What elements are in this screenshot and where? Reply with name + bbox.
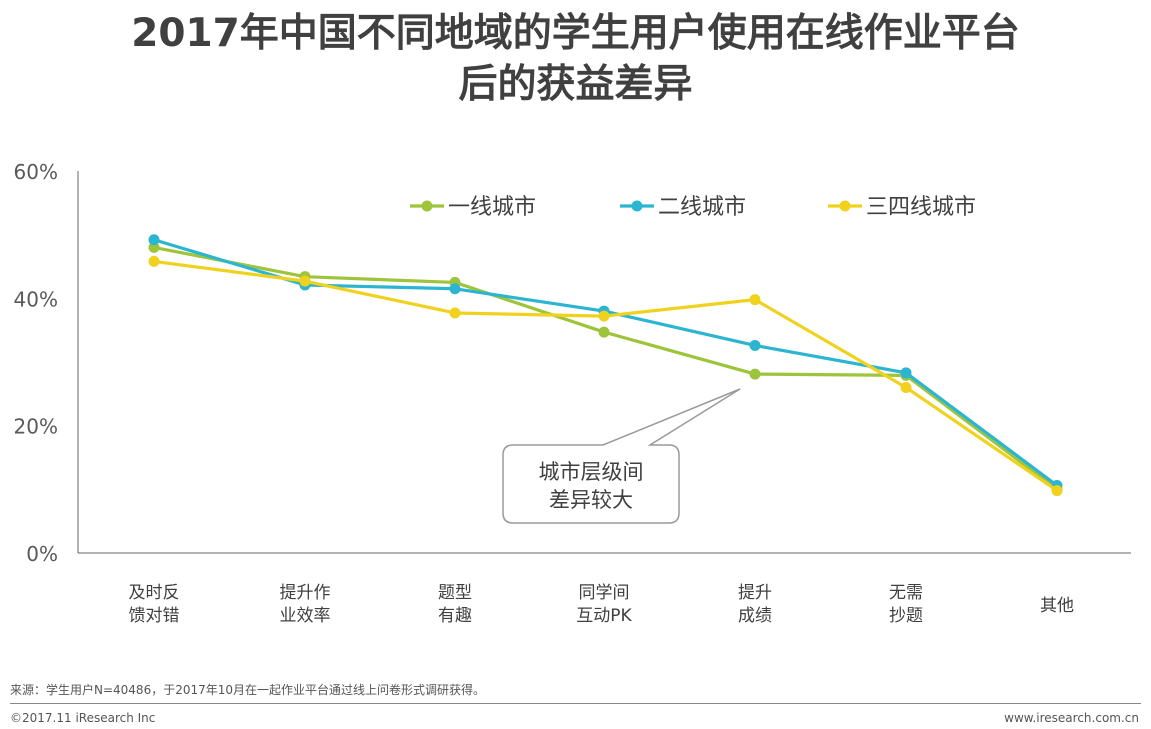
chart-title-line-2: 后的获益差异 [458, 62, 693, 107]
data-point [749, 339, 761, 351]
x-tick-label: 同学间 [579, 583, 630, 603]
x-tick-label: 有趣 [438, 606, 472, 626]
data-point [1051, 485, 1063, 497]
data-point [148, 255, 160, 267]
footer-divider [10, 703, 1141, 704]
data-point [148, 241, 160, 253]
data-point [749, 368, 761, 380]
legend-marker [421, 200, 433, 212]
x-tick-label: 及时反 [129, 583, 180, 603]
x-tick-label: 其他 [1040, 596, 1074, 616]
legend-marker [839, 200, 851, 212]
x-tick-label: 互动PK [576, 606, 632, 626]
y-tick-label: 60% [14, 160, 58, 184]
y-tick-label: 0% [26, 542, 58, 566]
legend-label: 一线城市 [448, 195, 536, 220]
chart-title: 2017年中国不同地域的学生用户使用在线作业平台 后的获益差异 [0, 8, 1151, 110]
x-tick-label: 成绩 [738, 606, 772, 626]
data-point [749, 294, 761, 306]
chart-title-line-1: 2017年中国不同地域的学生用户使用在线作业平台 [131, 11, 1020, 56]
x-tick-label: 提升作 [280, 583, 331, 603]
x-tick-label: 馈对错 [129, 606, 180, 626]
legend-label: 二线城市 [658, 195, 746, 220]
data-point [449, 283, 461, 295]
legend-marker [631, 200, 643, 212]
data-point [299, 275, 311, 287]
x-tick-label: 题型 [438, 583, 472, 603]
x-tick-label: 提升 [738, 583, 772, 603]
data-point [449, 307, 461, 319]
annotation-text: 差异较大 [549, 488, 633, 512]
y-tick-label: 40% [14, 287, 58, 311]
annotation-callout [502, 388, 741, 524]
x-tick-label: 业效率 [280, 606, 331, 626]
annotation-text: 城市层级间 [539, 460, 644, 484]
data-point [900, 381, 912, 393]
data-point [900, 367, 912, 379]
copyright-text: ©2017.11 iResearch Inc [10, 711, 156, 725]
data-point [148, 234, 160, 246]
legend-label: 三四线城市 [866, 195, 976, 220]
website-link[interactable]: www.iresearch.com.cn [1004, 711, 1139, 725]
x-tick-label: 抄题 [889, 606, 923, 626]
source-note: 来源：学生用户N=40486，于2017年10月在一起作业平台通过线上问卷形式调… [10, 683, 486, 697]
data-point [598, 310, 610, 322]
y-tick-label: 20% [14, 415, 58, 439]
x-tick-label: 无需 [889, 583, 923, 603]
data-point [598, 326, 610, 338]
